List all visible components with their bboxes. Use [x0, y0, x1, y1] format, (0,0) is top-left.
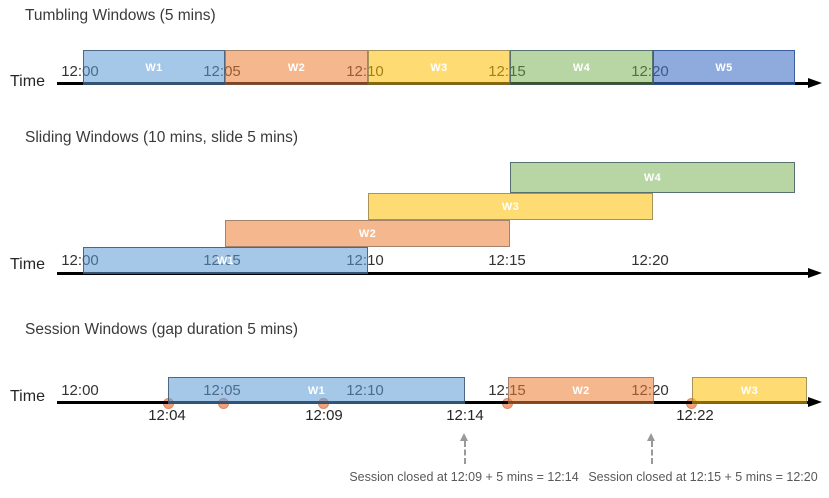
tumbling-title: Tumbling Windows (5 mins)	[25, 7, 216, 24]
axis-arrow-icon	[808, 268, 822, 278]
tick-label: 12:15	[488, 252, 526, 269]
sliding-axis-label: Time	[10, 256, 45, 273]
window-bar: W4	[510, 162, 795, 193]
tumbling-axis-label: Time	[10, 73, 45, 90]
window-label: W1	[145, 61, 163, 74]
event-time-label: 12:09	[305, 407, 343, 424]
window-label: W3	[740, 384, 759, 397]
window-bar: W5	[653, 50, 795, 85]
time-axis	[57, 272, 810, 275]
session-title: Session Windows (gap duration 5 mins)	[25, 321, 299, 338]
event-time-label: 12:14	[446, 407, 484, 424]
window-bar: W1	[83, 50, 225, 85]
dashed-arrow-line	[464, 441, 466, 464]
window-label: W5	[715, 61, 733, 74]
window-label: W3	[501, 200, 520, 213]
window-bar: W2	[225, 220, 510, 247]
window-bar: W3	[692, 377, 807, 404]
event-time-label: 12:22	[676, 407, 714, 424]
window-label: W2	[287, 61, 306, 74]
dashed-arrow-icon	[647, 433, 655, 441]
window-label: W4	[572, 61, 591, 74]
window-label: W3	[430, 61, 448, 74]
window-bar: W1	[83, 247, 368, 274]
axis-arrow-icon	[808, 397, 822, 407]
tick-label: 12:00	[61, 382, 99, 399]
window-bar: W1	[168, 377, 465, 404]
session-close-annotation: Session closed at 12:09 + 5 mins = 12:14	[349, 470, 579, 484]
window-bar: W3	[368, 193, 653, 220]
axis-arrow-icon	[808, 78, 822, 88]
window-bar: W2	[508, 377, 654, 404]
window-bar: W2	[225, 50, 368, 85]
dashed-arrow-icon	[460, 433, 468, 441]
window-label: W4	[643, 171, 662, 184]
window-bar: W3	[368, 50, 510, 85]
window-label: W2	[358, 227, 377, 240]
event-time-label: 12:04	[148, 407, 186, 424]
window-label: W1	[216, 254, 235, 267]
window-label: W2	[572, 384, 590, 397]
window-bar: W4	[510, 50, 653, 85]
tick-label: 12:20	[631, 252, 669, 269]
session-close-annotation: Session closed at 12:15 + 5 mins = 12:20	[588, 470, 818, 484]
sliding-title: Sliding Windows (10 mins, slide 5 mins)	[25, 129, 299, 146]
dashed-arrow-line	[651, 441, 653, 464]
window-label: W1	[307, 384, 326, 397]
session-axis-label: Time	[10, 388, 45, 405]
